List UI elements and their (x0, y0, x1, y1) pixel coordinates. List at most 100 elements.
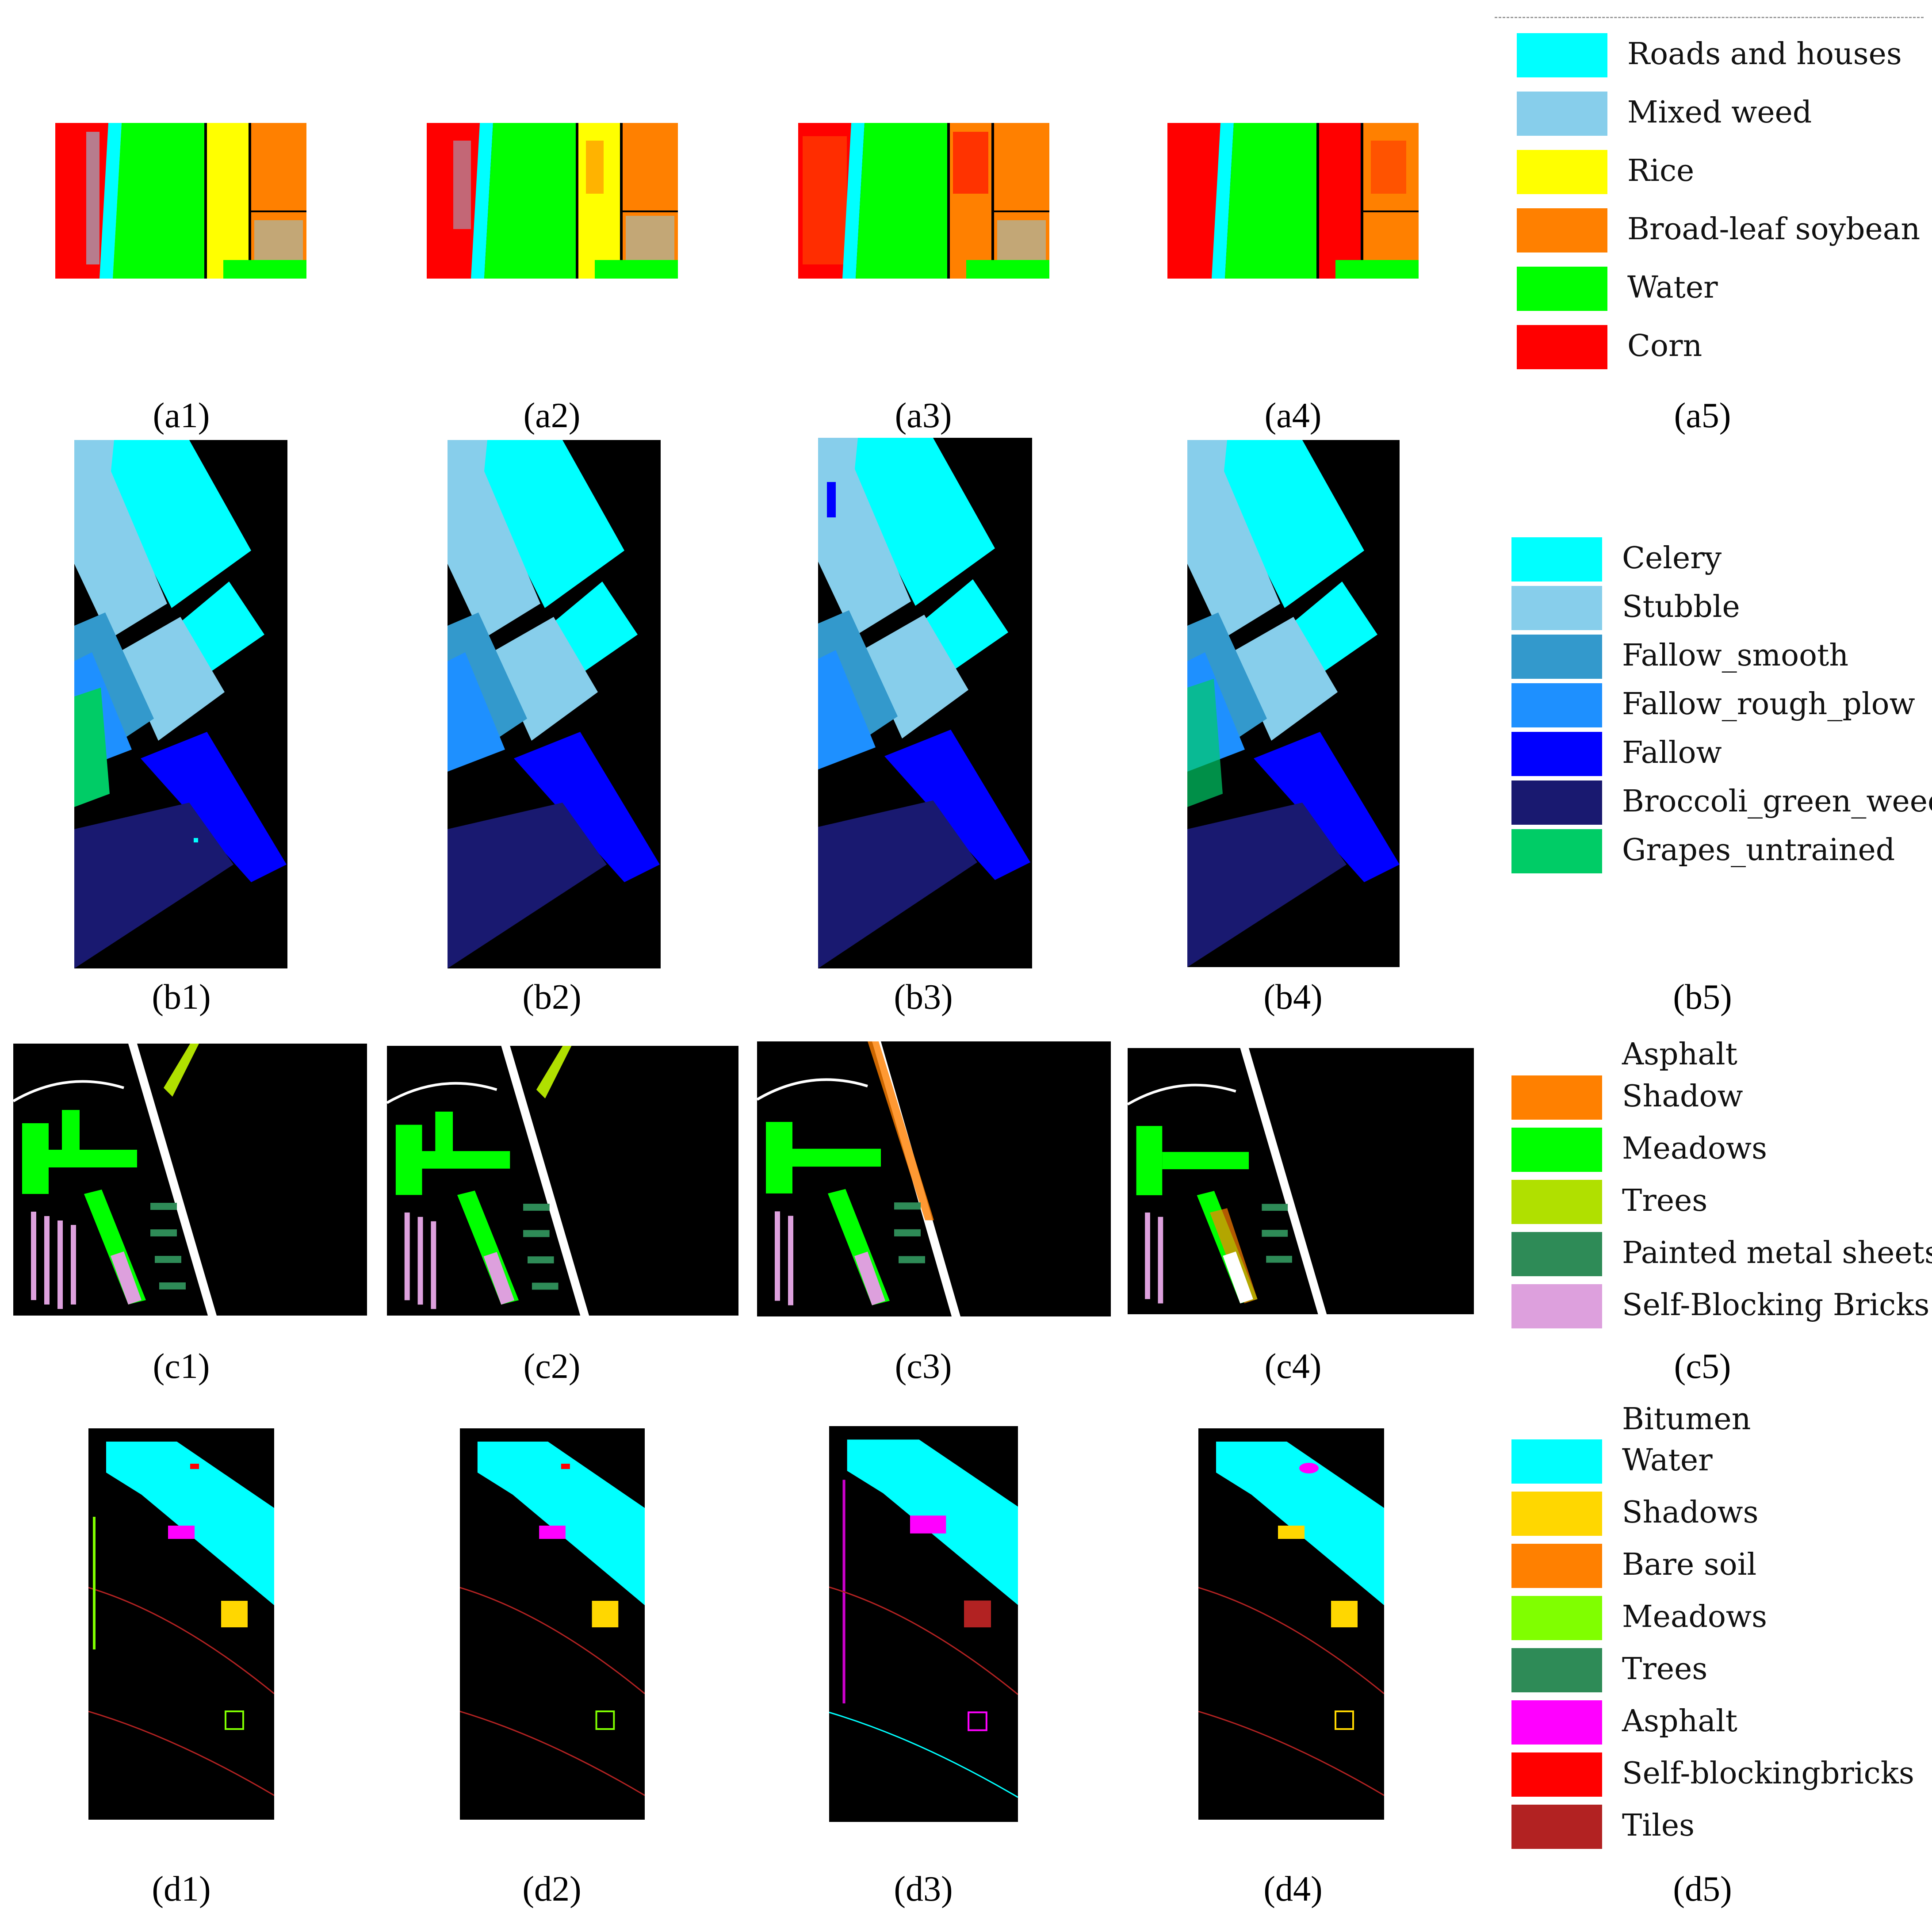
legend-swatch (1511, 1492, 1602, 1536)
legend-item-d-4: Meadows (1511, 1596, 1932, 1645)
legend-item-c-2: Meadows (1511, 1128, 1932, 1176)
caption-c5: (c5) (1674, 1347, 1731, 1386)
legend-label: Trees (1622, 1652, 1708, 1687)
legend-swatch (1511, 732, 1602, 776)
legend-swatch (1517, 33, 1607, 77)
legend-swatch (1511, 1544, 1602, 1588)
legend-swatch (1517, 150, 1607, 194)
legend-label: Corn (1627, 329, 1702, 363)
caption-c3: (c3) (895, 1347, 952, 1386)
map-b4 (1187, 440, 1400, 967)
caption-b4: (b4) (1263, 978, 1323, 1017)
legend-item-d-7: Self-blockingbricks (1511, 1752, 1932, 1801)
legend-label: Fallow_rough_plow (1622, 687, 1915, 722)
map-a3 (798, 123, 1049, 279)
legend-label: Broccoli_green_weeds2 (1622, 784, 1932, 819)
legend-swatch (1511, 1596, 1602, 1640)
caption-d3: (d3) (894, 1870, 953, 1909)
caption-d2: (d2) (522, 1870, 582, 1909)
legend-d-header: Bitumen (1622, 1402, 1751, 1437)
legend-item-a-5: Water (1517, 267, 1932, 315)
legend-label: Fallow (1622, 735, 1722, 770)
map-d2 (460, 1428, 645, 1820)
legend-swatch (1511, 1284, 1602, 1328)
map-a2 (427, 123, 678, 279)
legend-label: Meadows (1622, 1131, 1767, 1166)
legend-item-b-5: Fallow (1511, 732, 1932, 781)
caption-b5: (b5) (1673, 978, 1732, 1017)
legend-label: Bare soil (1622, 1547, 1757, 1582)
legend-label: Tiles (1622, 1808, 1695, 1843)
legend-label: Shadow (1622, 1079, 1743, 1114)
legend-item-b-1: Celery (1511, 537, 1932, 586)
legend-top-rule (1495, 17, 1924, 18)
legend-label: Mixed weed (1627, 95, 1812, 130)
map-c1 (13, 1044, 367, 1316)
legend-item-a-4: Broad-leaf soybean (1517, 208, 1932, 257)
legend-item-b-4: Fallow_rough_plow (1511, 683, 1932, 732)
legend-label: Trees (1622, 1183, 1708, 1218)
caption-c4: (c4) (1264, 1347, 1322, 1386)
legend-swatch (1511, 1700, 1602, 1745)
legend-label: Painted metal sheets (1622, 1236, 1932, 1270)
legend-swatch (1511, 586, 1602, 630)
legend-swatch (1511, 1752, 1602, 1797)
legend-swatch (1511, 537, 1602, 582)
caption-a4: (a4) (1264, 396, 1322, 435)
legend-swatch (1511, 781, 1602, 825)
map-a4 (1167, 123, 1419, 279)
legend-item-b-7: Grapes_untrained (1511, 829, 1932, 878)
map-b3 (818, 438, 1032, 968)
legend-swatch (1511, 1180, 1602, 1224)
caption-a2: (a2) (523, 396, 581, 435)
legend-item-a-1: Roads and houses (1517, 33, 1932, 82)
legend-item-d-2: Shadows (1511, 1492, 1932, 1540)
legend-swatch (1511, 635, 1602, 679)
legend-label: Rice (1627, 153, 1695, 188)
legend-item-d-3: Bare soil (1511, 1544, 1932, 1592)
caption-d5: (d5) (1673, 1870, 1732, 1909)
map-d1 (88, 1428, 274, 1820)
legend-c-header: Asphalt (1622, 1037, 1737, 1072)
legend-swatch (1517, 92, 1607, 136)
caption-a5: (a5) (1674, 396, 1731, 435)
map-c2 (387, 1046, 738, 1316)
legend-label: Roads and houses (1627, 37, 1902, 72)
legend-item-b-3: Fallow_smooth (1511, 635, 1932, 683)
legend-item-d-5: Trees (1511, 1648, 1932, 1697)
legend-item-c-5: Self-Blocking Bricks (1511, 1284, 1932, 1333)
legend-item-d-1: Water (1511, 1439, 1932, 1488)
legend-swatch (1511, 1075, 1602, 1120)
map-b1 (74, 440, 287, 968)
legend-label: Fallow_smooth (1622, 638, 1849, 673)
map-c3 (757, 1041, 1111, 1316)
caption-b3: (b3) (894, 978, 953, 1017)
legend-item-c-1: Shadow (1511, 1075, 1932, 1124)
caption-b1: (b1) (152, 978, 211, 1017)
legend-label: Water (1627, 270, 1718, 305)
legend-label: Stubble (1622, 589, 1740, 624)
legend-label: Shadows (1622, 1495, 1759, 1530)
legend-item-a-2: Mixed weed (1517, 92, 1932, 140)
legend-label: Asphalt (1622, 1704, 1737, 1739)
legend-label: Celery (1622, 541, 1722, 576)
legend-swatch (1517, 208, 1607, 253)
legend-swatch (1517, 267, 1607, 311)
legend-swatch (1517, 325, 1607, 369)
legend-item-a-3: Rice (1517, 150, 1932, 199)
map-a1 (55, 123, 306, 279)
legend-label: Self-blockingbricks (1622, 1756, 1914, 1791)
caption-d1: (d1) (152, 1870, 211, 1909)
legend-item-a-6: Corn (1517, 325, 1932, 374)
legend-swatch (1511, 829, 1602, 873)
caption-c2: (c2) (523, 1347, 581, 1386)
legend-label: Water (1622, 1443, 1713, 1478)
legend-swatch (1511, 1805, 1602, 1849)
legend-swatch (1511, 1128, 1602, 1172)
caption-d4: (d4) (1263, 1870, 1323, 1909)
map-c4 (1128, 1048, 1474, 1314)
legend-label: Self-Blocking Bricks (1622, 1288, 1930, 1323)
legend-swatch (1511, 683, 1602, 727)
legend-item-b-6: Broccoli_green_weeds2 (1511, 781, 1932, 829)
legend-item-d-8: Tiles (1511, 1805, 1932, 1853)
